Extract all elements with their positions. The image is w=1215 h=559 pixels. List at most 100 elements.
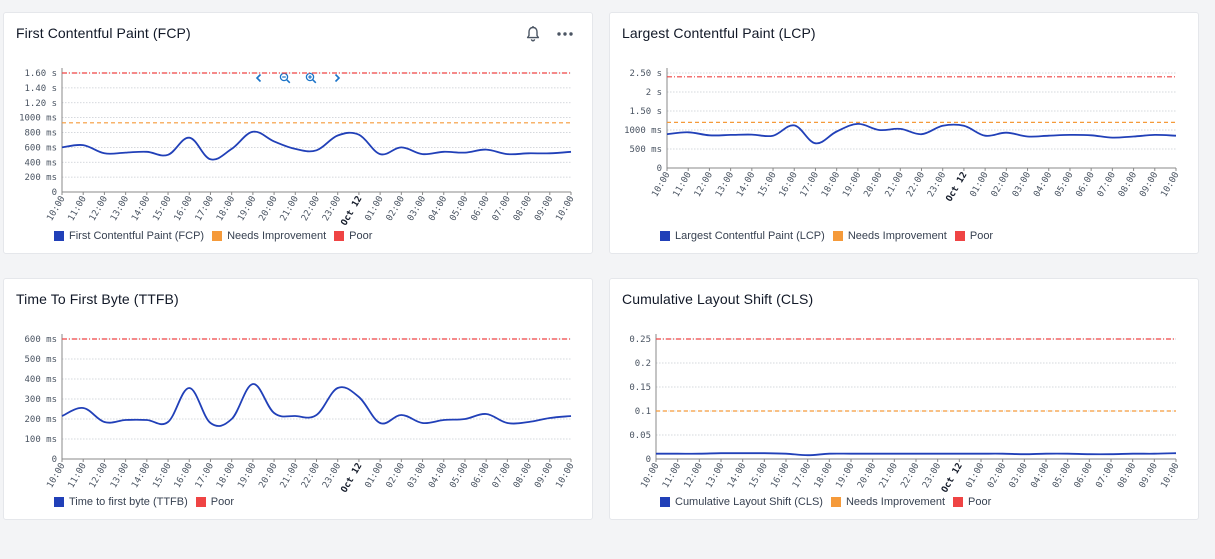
x-tick-label: 06:00 — [1073, 462, 1095, 490]
legend-item[interactable]: Time to first byte (TTFB) — [54, 496, 188, 508]
ttfb-chart[interactable]: 0 100 ms 200 ms 300 ms 400 ms 500 ms 600 ms 10:… — [4, 279, 592, 494]
legend-item[interactable]: Poor — [195, 496, 235, 508]
x-tick-label: 10:00 — [554, 462, 576, 490]
x-tick-label: 23:00 — [321, 462, 343, 490]
x-tick-label: 03:00 — [406, 462, 428, 490]
legend-label: Cumulative Layout Shift (CLS) — [675, 496, 823, 508]
y-tick-label: 0 — [657, 164, 662, 174]
panel-title: First Contentful Paint (FCP) — [16, 25, 191, 41]
x-tick-label: 18:00 — [215, 195, 237, 223]
x-tick-label: 22:00 — [899, 462, 921, 490]
x-tick-label: 18:00 — [215, 462, 237, 490]
x-tick-label: 05:00 — [448, 195, 470, 223]
x-tick-label: 15:00 — [756, 171, 778, 199]
x-tick-label: 10:00 — [554, 195, 576, 223]
x-tick-label: 01:00 — [364, 462, 386, 490]
chart-legend: First Contentful Paint (FCP) Needs Impro… — [54, 230, 372, 242]
x-tick-label: 17:00 — [799, 171, 821, 199]
x-tick-label: 16:00 — [769, 462, 791, 490]
fcp-chart[interactable]: 0 200 ms 400 ms 600 ms 800 ms 1000 ms 1.20 s 1.… — [4, 13, 592, 228]
panel-title: Cumulative Layout Shift (CLS) — [622, 291, 814, 307]
x-tick-label: 08:00 — [1116, 462, 1138, 490]
x-tick-label: 10:00 — [1159, 171, 1181, 199]
y-tick-label: 600 ms — [24, 143, 57, 153]
legend-item[interactable]: Poor — [334, 230, 372, 242]
cls-panel: Cumulative Layout Shift (CLS) 0 0.05 0.1 0.… — [609, 278, 1199, 520]
x-tick-label: Oct 12 — [940, 462, 965, 495]
legend-swatch — [212, 231, 223, 241]
x-tick-label: 21:00 — [279, 195, 301, 223]
x-tick-label: 13:00 — [109, 195, 131, 223]
x-tick-label: Oct 12 — [945, 171, 970, 204]
y-tick-label: 1.50 s — [629, 107, 662, 117]
legend-label: Poor — [968, 496, 992, 508]
x-tick-label: 20:00 — [862, 171, 884, 199]
bell-icon[interactable] — [524, 25, 542, 43]
legend-label: Poor — [210, 496, 235, 508]
x-tick-label: 22:00 — [905, 171, 927, 199]
legend-item[interactable]: Cumulative Layout Shift (CLS) — [660, 496, 823, 508]
legend-item[interactable]: Poor — [954, 230, 993, 242]
x-tick-label: 13:00 — [704, 462, 726, 490]
y-tick-label: 200 ms — [24, 415, 57, 425]
series-line — [666, 122, 1177, 145]
legend-label: Poor — [349, 230, 373, 242]
x-tick-label: 19:00 — [236, 195, 258, 223]
legend-swatch — [660, 231, 670, 241]
x-tick-label: 06:00 — [470, 195, 492, 223]
y-tick-label: 0.15 — [629, 383, 651, 393]
y-tick-label: 0.25 — [629, 335, 651, 345]
x-tick-label: 11:00 — [661, 462, 683, 490]
x-tick-label: Oct 12 — [340, 195, 365, 228]
chevron-left-icon[interactable] — [253, 71, 265, 83]
x-tick-label: 23:00 — [921, 462, 943, 490]
x-tick-label: 17:00 — [194, 195, 216, 223]
more-options-icon[interactable] — [556, 25, 574, 43]
panel-title: Time To First Byte (TTFB) — [16, 291, 179, 307]
x-tick-label: 14:00 — [735, 171, 757, 199]
x-tick-label: 12:00 — [683, 462, 705, 490]
x-tick-label: 10:00 — [650, 171, 672, 199]
y-tick-label: 300 ms — [24, 395, 57, 405]
x-tick-label: 14:00 — [130, 462, 152, 490]
x-tick-label: 21:00 — [884, 171, 906, 199]
x-tick-label: 22:00 — [300, 195, 322, 223]
y-tick-label: 500 ms — [24, 355, 57, 365]
x-tick-label: 09:00 — [533, 462, 555, 490]
legend-item[interactable]: Poor — [953, 496, 991, 508]
series-line — [61, 130, 572, 161]
y-tick-label: 0.05 — [629, 431, 651, 441]
x-tick-label: 07:00 — [491, 462, 513, 490]
chevron-right-icon[interactable] — [331, 71, 343, 83]
x-tick-label: 03:00 — [1011, 171, 1033, 199]
y-tick-label: 500 ms — [629, 145, 662, 155]
x-tick-label: 13:00 — [109, 462, 131, 490]
x-tick-label: 21:00 — [878, 462, 900, 490]
y-tick-label: 1000 ms — [19, 114, 57, 124]
legend-item[interactable]: Needs Improvement — [832, 230, 947, 242]
x-tick-label: 08:00 — [1117, 171, 1139, 199]
x-tick-label: Oct 12 — [340, 462, 365, 495]
legend-item[interactable]: Needs Improvement — [830, 496, 945, 508]
x-tick-label: 01:00 — [969, 171, 991, 199]
x-tick-label: 03:00 — [406, 195, 428, 223]
x-tick-label: 10:00 — [1159, 462, 1181, 490]
x-tick-label: 09:00 — [1138, 171, 1160, 199]
legend-swatch — [954, 231, 965, 241]
series-line — [61, 383, 572, 427]
chart-legend: Largest Contentful Paint (LCP) Needs Imp… — [660, 230, 993, 242]
legend-item[interactable]: First Contentful Paint (FCP) — [54, 230, 204, 242]
x-tick-label: 10:00 — [639, 462, 661, 490]
legend-item[interactable]: Needs Improvement — [212, 230, 326, 242]
legend-item[interactable]: Largest Contentful Paint (LCP) — [660, 230, 825, 242]
x-tick-label: 03:00 — [1008, 462, 1030, 490]
x-tick-label: 07:00 — [1094, 462, 1116, 490]
x-tick-label: 19:00 — [236, 462, 258, 490]
x-tick-label: 16:00 — [778, 171, 800, 199]
x-tick-label: 09:00 — [1138, 462, 1160, 490]
x-tick-label: 17:00 — [791, 462, 813, 490]
x-tick-label: 22:00 — [300, 462, 322, 490]
x-tick-label: 04:00 — [1032, 171, 1054, 199]
